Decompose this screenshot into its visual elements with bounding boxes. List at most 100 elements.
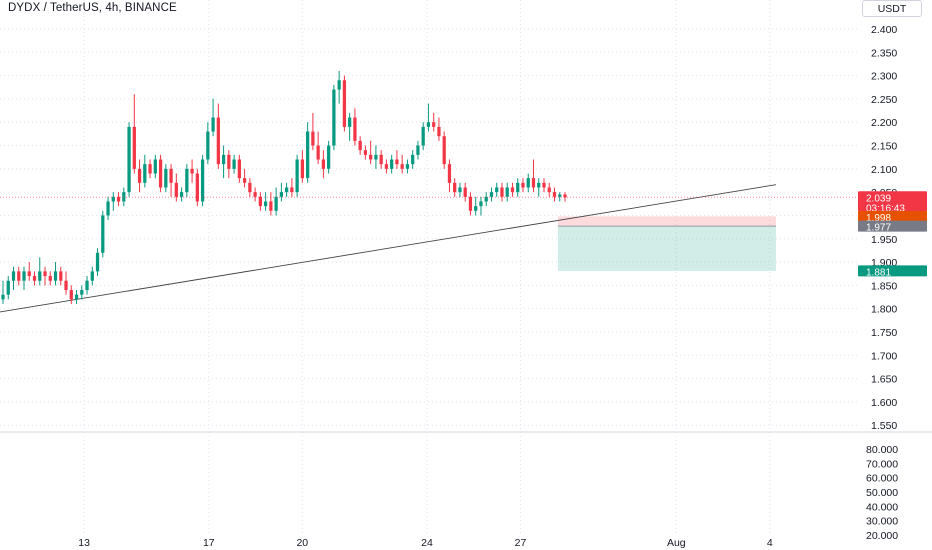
candle xyxy=(474,196,478,216)
candle-body xyxy=(232,159,236,169)
candle xyxy=(6,276,10,300)
candle-body xyxy=(290,187,294,193)
candle xyxy=(185,164,189,197)
candle-body xyxy=(311,131,315,146)
candle-body xyxy=(48,276,52,281)
candle-body xyxy=(369,154,373,160)
candle xyxy=(211,98,215,137)
candle xyxy=(500,182,504,202)
price-tick-label: 1.800 xyxy=(871,304,897,316)
candle xyxy=(80,285,84,300)
candle xyxy=(274,187,278,216)
candle-body xyxy=(59,271,63,281)
candle xyxy=(552,187,557,202)
candle xyxy=(558,192,562,202)
candle xyxy=(521,178,525,193)
candle-body xyxy=(474,206,478,211)
candle xyxy=(453,178,457,197)
candle xyxy=(27,262,31,281)
candle xyxy=(137,159,142,193)
stop-price-tag xyxy=(858,210,927,222)
candle xyxy=(311,112,315,151)
candle xyxy=(200,154,205,207)
target-price-tag xyxy=(858,265,927,277)
price-tick-label: 2.200 xyxy=(871,117,897,129)
candle xyxy=(363,145,368,160)
candle xyxy=(195,168,199,207)
trendline[interactable] xyxy=(0,184,777,313)
candle-body xyxy=(237,159,241,179)
candle-body xyxy=(395,159,399,165)
volume-tick-label: 70.000 xyxy=(866,458,898,470)
candle-body xyxy=(489,192,494,197)
candle-body xyxy=(111,196,115,202)
candle-body xyxy=(500,187,504,197)
candle xyxy=(426,103,431,132)
candle xyxy=(59,266,63,286)
currency-button[interactable]: USDT xyxy=(862,0,922,17)
volume-tick-label: 40.000 xyxy=(866,501,898,513)
candle xyxy=(153,154,157,179)
candle xyxy=(263,192,268,211)
candle-body xyxy=(332,89,336,146)
long-position-tool[interactable] xyxy=(557,216,777,271)
candle xyxy=(348,112,352,141)
candle xyxy=(468,192,473,216)
entry-price-tag xyxy=(858,220,927,232)
candle-body xyxy=(316,145,320,160)
candle-body xyxy=(484,196,488,202)
candle xyxy=(411,150,415,169)
candle-body xyxy=(426,122,431,127)
candle-body xyxy=(510,187,515,193)
candle-body xyxy=(164,168,168,188)
volume-tick-label: 50.000 xyxy=(866,487,898,499)
candle-body xyxy=(258,196,262,207)
candle-body xyxy=(132,126,136,169)
candle xyxy=(258,192,262,211)
candle xyxy=(384,159,389,174)
candle xyxy=(206,122,210,165)
candle xyxy=(295,154,299,197)
candle xyxy=(95,248,100,277)
candle-body xyxy=(458,187,462,193)
candle-body xyxy=(6,280,10,295)
candle-body xyxy=(505,187,509,197)
candle-body xyxy=(521,182,525,188)
candle-body xyxy=(101,215,105,253)
candle xyxy=(300,150,305,183)
candle xyxy=(279,182,284,202)
candle-body xyxy=(64,280,68,291)
candle-body xyxy=(95,252,100,272)
candle-body xyxy=(563,194,567,198)
candle-body xyxy=(11,271,16,281)
candle-body xyxy=(22,271,26,281)
candle-body xyxy=(384,164,389,169)
candle-body xyxy=(185,168,189,193)
candle-body xyxy=(295,159,299,193)
candle xyxy=(432,112,436,132)
candle xyxy=(327,140,331,174)
candle xyxy=(53,262,58,286)
candle-body xyxy=(169,168,173,183)
price-tick-label: 1.550 xyxy=(871,420,897,432)
candle-body xyxy=(411,154,415,165)
time-axis[interactable]: 13 17 20 24 27 Aug 4 xyxy=(78,537,773,549)
volume-axis[interactable]: 80.000 70.000 60.000 50.000 40.000 30.000 20.0… xyxy=(866,444,898,542)
candle-body xyxy=(195,173,199,202)
candle xyxy=(90,266,94,286)
time-tick-label: 17 xyxy=(203,537,215,549)
candle-body xyxy=(337,80,341,90)
candle xyxy=(510,182,515,197)
candle-body xyxy=(348,117,352,127)
candle xyxy=(227,150,231,179)
candle xyxy=(505,182,509,202)
volume-tick-label: 80.000 xyxy=(866,444,898,456)
candle xyxy=(332,84,336,151)
candle-body xyxy=(400,164,404,169)
price-tick-label: 2.250 xyxy=(871,94,897,106)
candle xyxy=(537,178,541,197)
candle-body xyxy=(416,145,420,155)
entry-price-tag-text: 1.977 xyxy=(866,223,891,234)
